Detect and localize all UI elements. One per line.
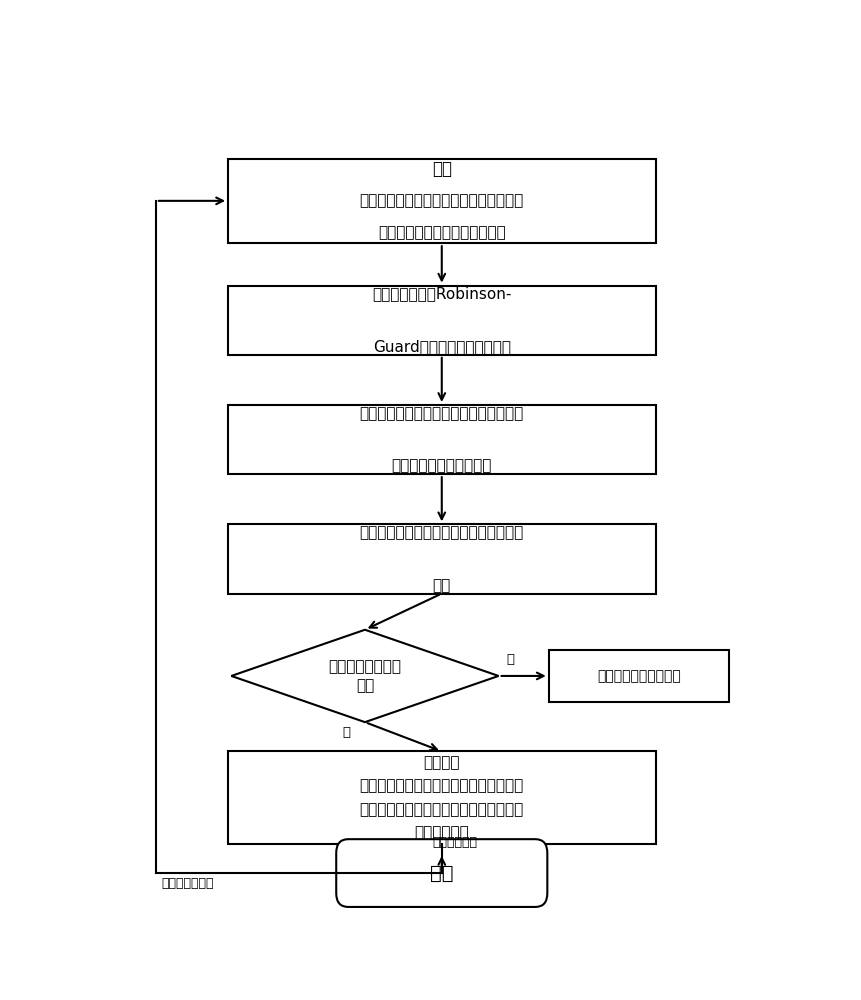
Text: 是: 是	[506, 653, 514, 666]
FancyBboxPatch shape	[227, 286, 655, 355]
Text: 计算: 计算	[431, 160, 451, 178]
Text: 计算图像的均值、方差，采用全局统计分: 计算图像的均值、方差，采用全局统计分	[359, 406, 523, 421]
Text: 判断是否是第一帧: 判断是否是第一帧	[328, 659, 401, 674]
Text: 位置信息表中相关信息，判断是否是目标: 位置信息表中相关信息，判断是否是目标	[359, 802, 523, 817]
Text: 输入下一帧图像: 输入下一帧图像	[161, 877, 214, 890]
FancyBboxPatch shape	[336, 839, 547, 907]
Text: 帧的目标位置信息，搜索目标，更新目标: 帧的目标位置信息，搜索目标，更新目标	[359, 778, 523, 793]
Text: 初始化管道滤波器参数: 初始化管道滤波器参数	[597, 669, 680, 683]
FancyBboxPatch shape	[227, 158, 655, 243]
Text: 图像序列结束: 图像序列结束	[432, 836, 477, 849]
FancyBboxPatch shape	[227, 405, 655, 474]
Text: 图像: 图像	[356, 678, 374, 693]
FancyBboxPatch shape	[227, 524, 655, 594]
Text: 预测当前: 预测当前	[423, 755, 460, 770]
Text: 图像噪声方差，初始化双边滤波器参数，: 图像噪声方差，初始化双边滤波器参数，	[359, 193, 523, 208]
Text: 对输入帧红外图像进行双边滤波: 对输入帧红外图像进行双边滤波	[377, 226, 505, 241]
Text: 信息: 信息	[432, 578, 450, 593]
Text: Guard滤波器的方法进行滤波: Guard滤波器的方法进行滤波	[372, 339, 511, 354]
Text: 割的方法进行二值化处理: 割的方法进行二值化处理	[391, 458, 492, 473]
FancyBboxPatch shape	[227, 751, 655, 844]
Text: 否: 否	[342, 726, 350, 739]
Polygon shape	[231, 630, 498, 722]
Text: 输出目标信息: 输出目标信息	[414, 825, 468, 840]
FancyBboxPatch shape	[548, 650, 728, 702]
Text: 标记二值图像中目标，记录目标中心位置: 标记二值图像中目标，记录目标中心位置	[359, 525, 523, 540]
Text: 结束: 结束	[430, 864, 453, 883]
Text: 基于模板中值的Robinson-: 基于模板中值的Robinson-	[372, 286, 511, 301]
